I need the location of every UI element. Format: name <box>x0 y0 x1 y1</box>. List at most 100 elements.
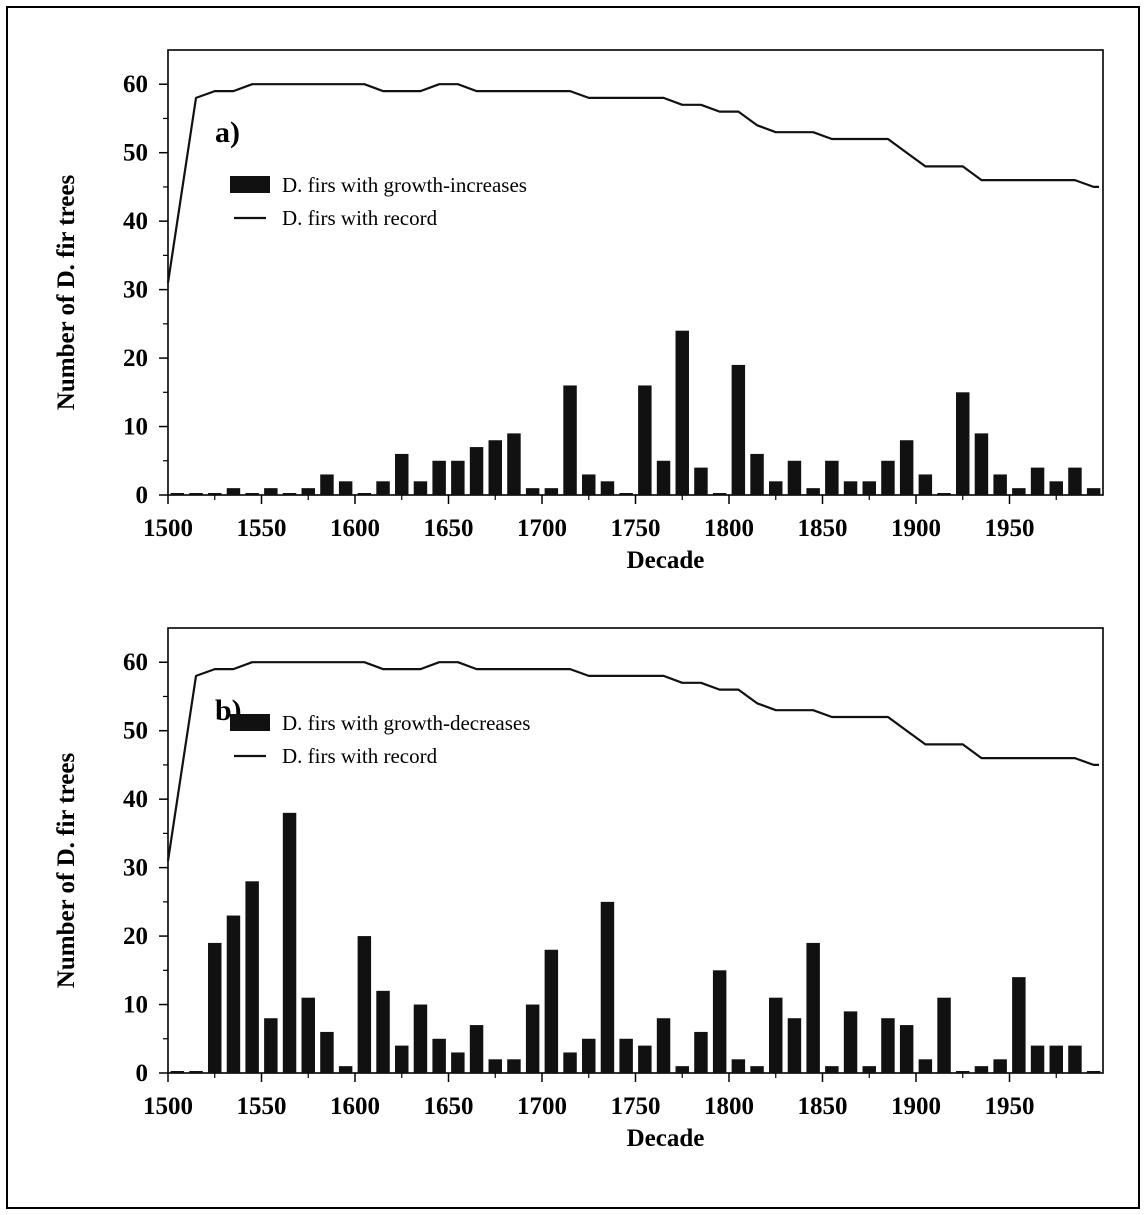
bar-1650 <box>451 460 465 495</box>
bar-1890 <box>899 440 914 495</box>
bar-1920 <box>956 1071 970 1073</box>
bar-1690 <box>525 1004 540 1073</box>
bar-1710 <box>563 385 577 495</box>
record-line <box>166 661 1099 861</box>
bar-1770 <box>675 330 689 495</box>
bar-1680 <box>507 1059 521 1073</box>
bar-1900 <box>918 1059 933 1073</box>
bar-1640 <box>432 1038 446 1073</box>
bar-1650 <box>451 1052 465 1073</box>
bar-1520 <box>208 493 222 495</box>
bar-1640 <box>432 460 446 495</box>
bar-1560 <box>282 812 297 1073</box>
bar-1950 <box>1012 977 1026 1073</box>
bar-1880 <box>881 460 895 495</box>
legend-label-bars: D. firs with growth-decreases <box>282 711 530 735</box>
y-tick-label: 30 <box>123 277 148 304</box>
bar-1840 <box>806 488 820 495</box>
panel-a: 0 10 20 30 40 50 60 1500 1550 1600 1650 1700 1750 180… <box>53 49 1104 574</box>
bar-1710 <box>563 1052 577 1073</box>
x-tick-label: 1500 <box>143 515 193 542</box>
bar-1610 <box>376 481 390 495</box>
bar-1730 <box>600 901 615 1073</box>
x-tick-label: 1600 <box>330 515 380 542</box>
panel-label: a) <box>215 116 240 149</box>
bar-1980 <box>1068 467 1082 495</box>
bar-1970 <box>1049 1045 1063 1073</box>
y-tick-label: 20 <box>123 345 148 372</box>
bar-1800 <box>731 364 746 495</box>
bar-1540 <box>245 881 259 1073</box>
x-tick-label: 1550 <box>237 515 287 542</box>
bar-1580 <box>320 474 334 495</box>
y-axis-title: Number of D. fir trees <box>53 753 80 989</box>
bar-1600 <box>357 936 372 1073</box>
bar-1630 <box>413 481 428 495</box>
bar-1860 <box>843 1011 858 1073</box>
bar-1630 <box>413 1004 428 1073</box>
y-tick-label: 50 <box>123 718 148 745</box>
x-tick-label: 1850 <box>798 515 848 542</box>
legend: D. firs with growth-increases D. firs wit… <box>230 173 527 230</box>
bar-1680 <box>507 433 521 495</box>
bar-1720 <box>582 1038 596 1073</box>
bar-1590 <box>338 481 353 495</box>
legend-bar-swatch <box>230 176 270 193</box>
bar-1530 <box>226 915 241 1073</box>
bar-1910 <box>937 493 951 495</box>
bar-1510 <box>189 493 203 495</box>
bar-1570 <box>301 488 315 495</box>
x-tick-label: 1650 <box>424 1093 474 1120</box>
figure-frame <box>6 6 1140 1209</box>
bar-1800 <box>731 1059 746 1073</box>
bar-1670 <box>488 1059 502 1073</box>
legend-label-line: D. firs with record <box>282 206 438 230</box>
bar-1620 <box>395 453 409 495</box>
bar-1960 <box>1030 1045 1045 1073</box>
y-tick-label: 40 <box>123 786 148 813</box>
y-tick-label: 40 <box>123 208 148 235</box>
bar-1940 <box>993 1059 1007 1073</box>
bar-1790 <box>712 970 727 1073</box>
bar-1610 <box>376 990 390 1073</box>
bar-1780 <box>694 467 708 495</box>
bar-1730 <box>600 481 615 495</box>
x-tick-label: 1900 <box>891 515 941 542</box>
y-axis-title: Number of D. fir trees <box>53 175 80 411</box>
bar-1550 <box>264 1018 278 1073</box>
x-tick-label: 1650 <box>424 515 474 542</box>
bar-1900 <box>918 474 933 495</box>
bar-1910 <box>937 997 951 1073</box>
bar-1740 <box>619 1038 633 1073</box>
bar-1600 <box>357 493 372 495</box>
bar-1790 <box>712 493 727 495</box>
bar-1820 <box>769 481 783 495</box>
bar-1850 <box>825 460 839 495</box>
bar-1570 <box>301 997 315 1073</box>
x-tick-label: 1950 <box>985 1093 1035 1120</box>
x-tick-label: 1800 <box>704 1093 754 1120</box>
y-tick-label: 60 <box>123 649 148 676</box>
bar-1930 <box>974 433 989 495</box>
bar-1820 <box>769 997 783 1073</box>
legend-label-bars: D. firs with growth-increases <box>282 173 527 197</box>
x-axis-title: Decade <box>627 547 705 574</box>
panel-b: 0 10 20 30 40 50 60 1500 1550 1600 1650 1700 1750 180… <box>53 627 1104 1152</box>
bar-1520 <box>208 942 222 1073</box>
bar-1870 <box>862 481 876 495</box>
bar-1540 <box>245 493 259 495</box>
bar-1810 <box>750 1066 764 1073</box>
y-tick-label: 0 <box>136 1060 149 1087</box>
x-tick-label: 1500 <box>143 1093 193 1120</box>
bar-1880 <box>881 1018 895 1073</box>
x-tick-label: 1600 <box>330 1093 380 1120</box>
bar-1660 <box>469 1025 484 1073</box>
bar-1920 <box>956 392 970 495</box>
x-axis-title: Decade <box>627 1125 705 1152</box>
bar-1870 <box>862 1066 876 1073</box>
bar-1580 <box>320 1031 334 1073</box>
x-tick-label: 1700 <box>517 1093 567 1120</box>
bar-1590 <box>338 1066 353 1073</box>
y-tick-label: 30 <box>123 855 148 882</box>
x-tick-label: 1700 <box>517 515 567 542</box>
